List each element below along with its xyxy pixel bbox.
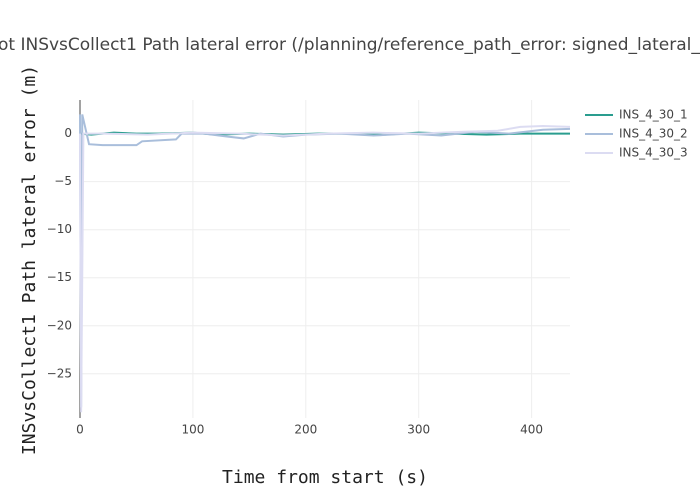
y-tick-label: −15 bbox=[47, 270, 72, 284]
chart-title: ot INSvsCollect1 Path lateral error (/pl… bbox=[0, 35, 700, 55]
x-tick-label: 100 bbox=[181, 423, 204, 437]
legend-label: INS_4_30_1 bbox=[619, 108, 688, 122]
x-tick-label: 300 bbox=[407, 423, 430, 437]
y-tick-label: 0 bbox=[64, 126, 72, 140]
x-tick-label: 0 bbox=[76, 423, 84, 437]
y-tick-label: −5 bbox=[54, 174, 72, 188]
y-tick-label: −10 bbox=[47, 222, 72, 236]
x-tick-label: 400 bbox=[520, 423, 543, 437]
series-line bbox=[79, 114, 571, 408]
legend-label: INS_4_30_3 bbox=[619, 146, 688, 160]
x-tick-label: 200 bbox=[294, 423, 317, 437]
y-tick-label: −20 bbox=[47, 318, 72, 332]
legend-label: INS_4_30_2 bbox=[619, 127, 688, 141]
y-tick-label: −25 bbox=[47, 366, 72, 380]
x-axis-title: Time from start (s) bbox=[222, 467, 428, 488]
y-axis-title: INSvsCollect1 Path lateral error (m) bbox=[19, 65, 40, 455]
series-line bbox=[79, 124, 571, 413]
